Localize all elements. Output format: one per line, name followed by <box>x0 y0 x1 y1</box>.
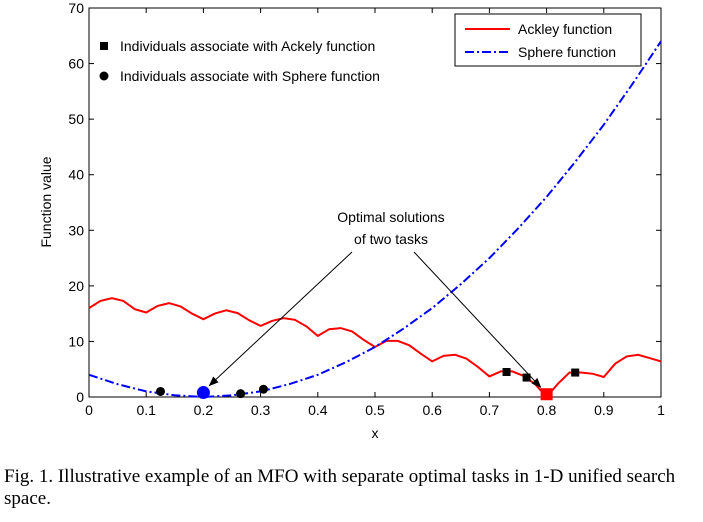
y-tick-label: 20 <box>68 278 84 294</box>
ackley-individual-marker <box>502 367 511 376</box>
annotation-line-2: of two tasks <box>354 231 428 247</box>
y-tick-label: 10 <box>68 333 84 349</box>
x-tick-label: 0.5 <box>365 402 385 418</box>
sphere-individual-marker <box>258 384 268 394</box>
x-tick-label: 0.2 <box>194 402 214 418</box>
y-axis-label: Function value <box>38 156 54 247</box>
legend-box <box>454 13 642 67</box>
x-tick-label: 0.4 <box>308 402 328 418</box>
x-tick-label: 0.9 <box>594 402 614 418</box>
ackley-optimum-marker <box>540 388 553 401</box>
y-tick-label: 30 <box>68 222 84 238</box>
legend-label-ackley: Ackley function <box>518 21 612 37</box>
y-tick-label: 50 <box>68 111 84 127</box>
legend-label-sphere: Sphere function <box>518 44 616 60</box>
chart: 0 0.1 0.2 0.3 0.4 0.5 0.6 0.7 0.8 0.9 101020304050… <box>38 0 665 441</box>
plot-area <box>88 7 662 398</box>
sphere-individual-marker <box>156 386 165 396</box>
figure-caption: Fig. 1. Illustrative example of an MFO w… <box>4 466 676 509</box>
annotation-line-1: Optimal solutions <box>337 209 444 225</box>
y-tick-label: 40 <box>68 167 84 183</box>
series-line-sphere <box>88 40 662 399</box>
x-tick-label: 0.7 <box>480 402 500 418</box>
sphere-optimum-marker <box>196 386 210 400</box>
sphere-individual-marker <box>236 389 246 399</box>
x-tick-label: 0.1 <box>136 402 156 418</box>
y-tick-label: 70 <box>68 0 84 16</box>
y-tick-label: 60 <box>68 56 84 72</box>
legend-ackley-marker <box>100 42 108 50</box>
annotation-arrow <box>208 251 353 387</box>
legend-marker-label-sphere: Individuals associate with Sphere functi… <box>120 68 380 84</box>
x-tick-label: 0.3 <box>251 402 271 418</box>
x-tick-label: 0 <box>85 402 93 418</box>
x-axis-label: x <box>372 425 379 441</box>
x-tick-label: 0.8 <box>537 402 557 418</box>
legend-marker-label-ackley: Individuals associate with Ackely functi… <box>120 38 375 54</box>
x-tick-label: 0.6 <box>422 402 442 418</box>
annotation-arrow <box>413 251 542 388</box>
ackley-individual-marker <box>522 373 531 382</box>
legend-sphere-marker <box>99 71 109 81</box>
y-tick-label: 0 <box>76 389 84 405</box>
x-tick-label: 1 <box>657 402 665 418</box>
ackley-individual-marker <box>571 368 580 377</box>
